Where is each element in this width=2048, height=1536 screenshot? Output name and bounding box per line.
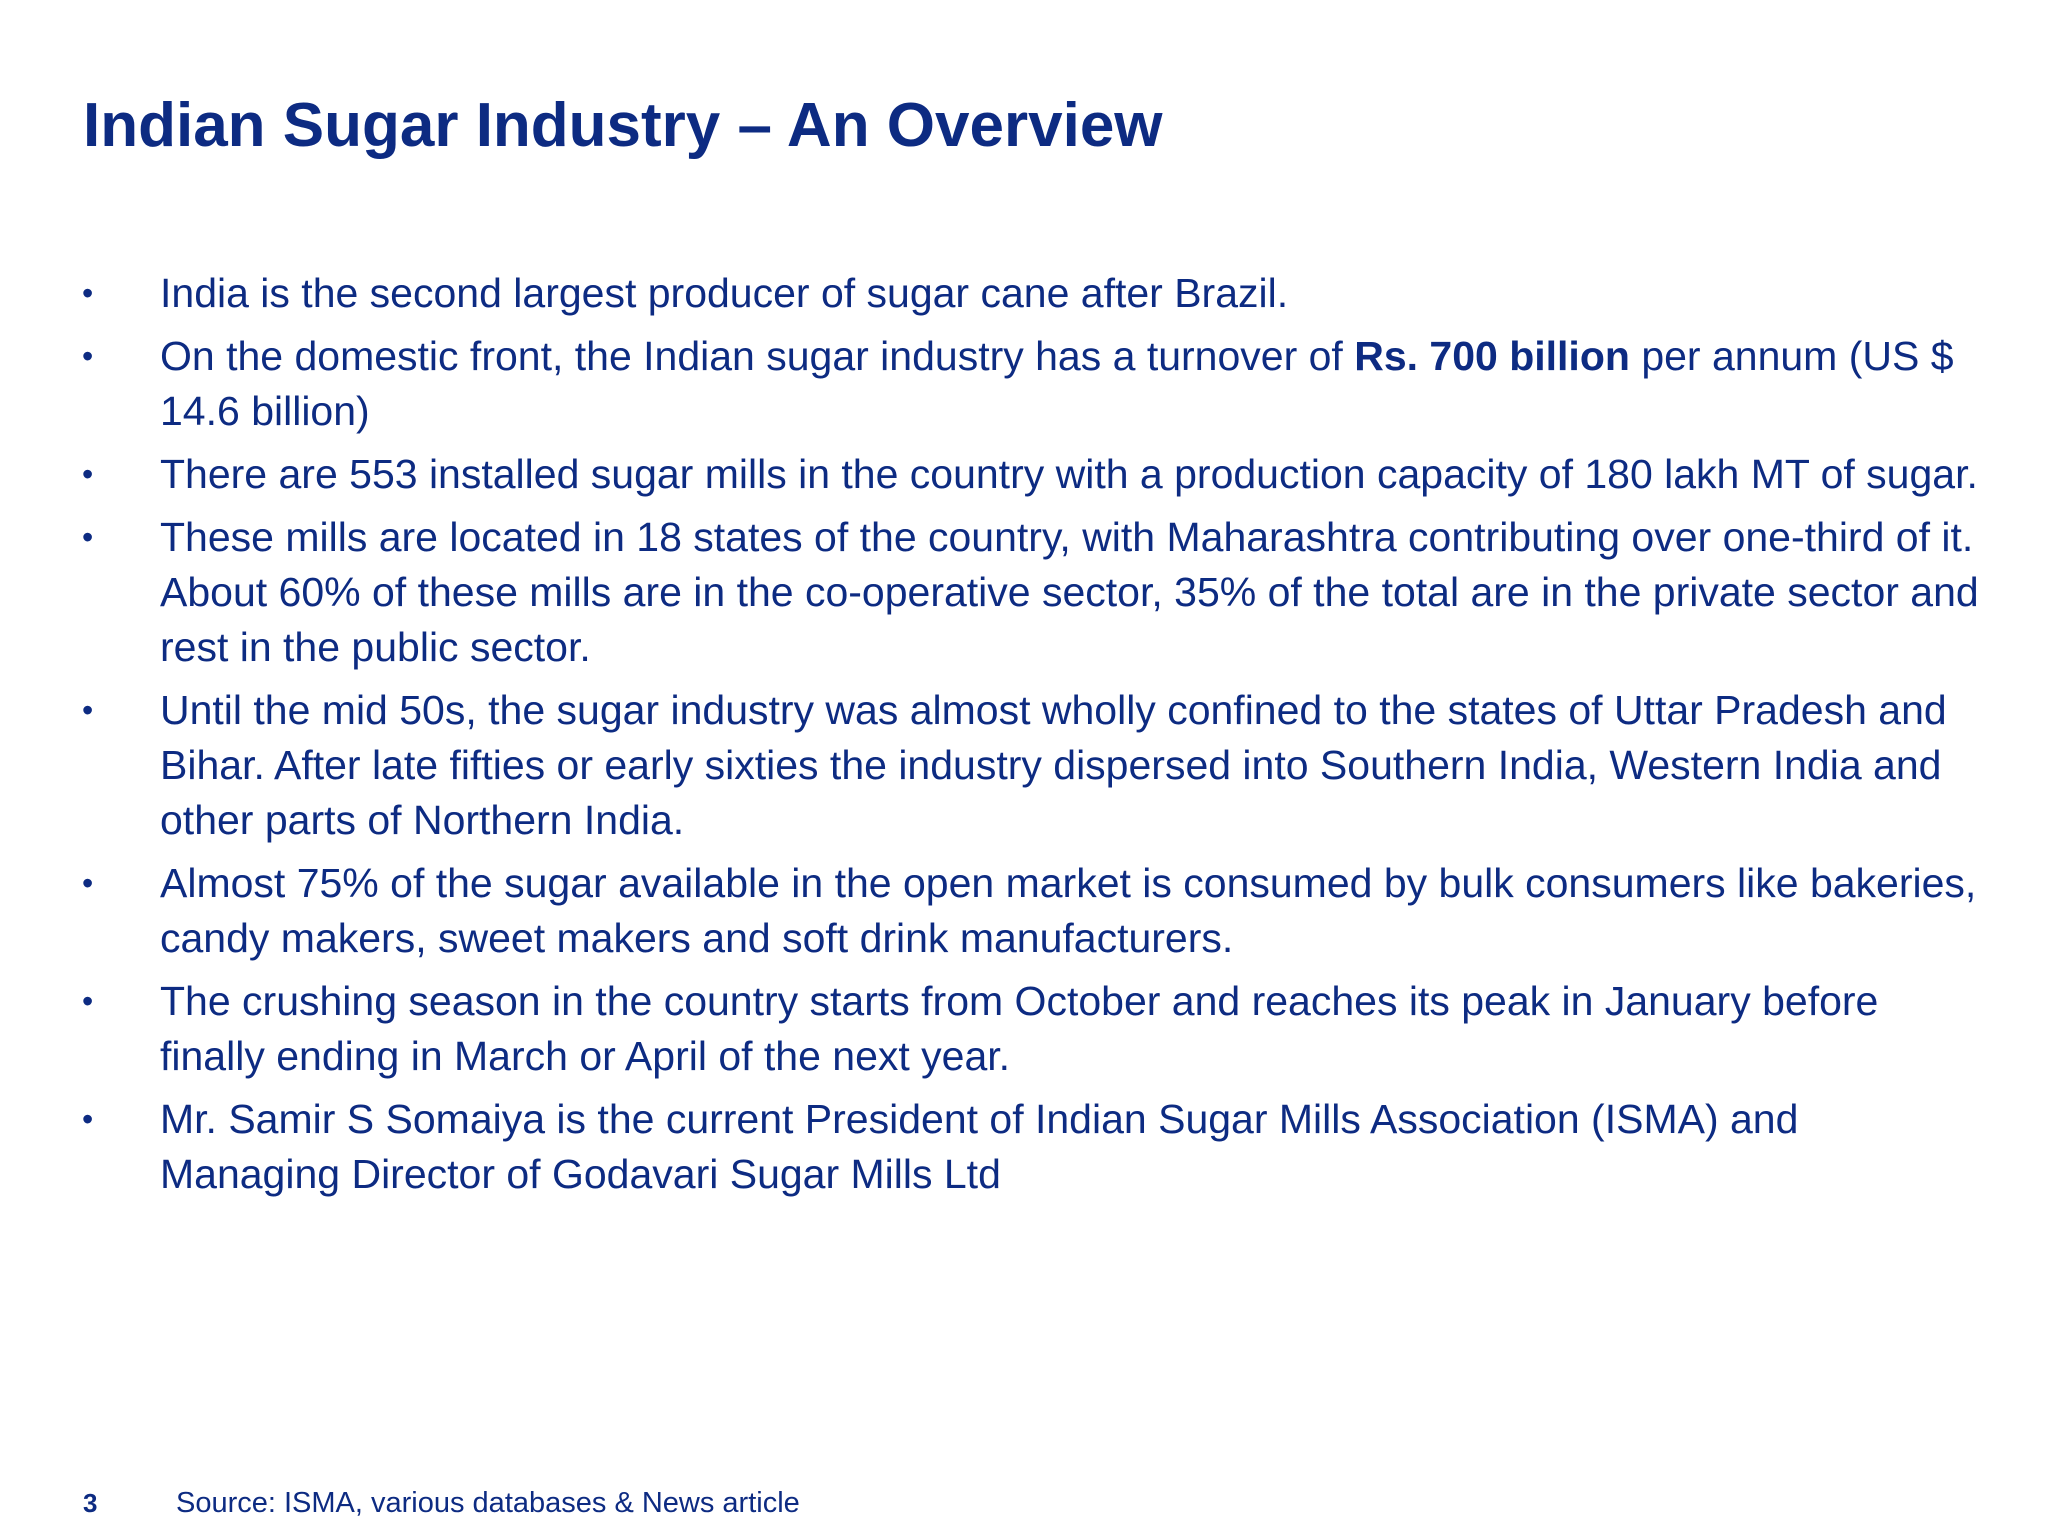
source-note: Source: ISMA, various databases & News a… [176,1487,800,1519]
page-number: 3 [83,1488,98,1518]
bullet-text-part: On the domestic front, the Indian sugar … [160,333,1355,379]
bullet-item: • Mr. Samir S Somaiya is the current Pre… [82,1092,1982,1202]
bullet-text: There are 553 installed sugar mills in t… [160,451,1978,497]
turnover-highlight: Rs. 700 billion [1354,333,1630,379]
bullet-text: Mr. Samir S Somaiya is the current Presi… [160,1096,1799,1197]
bullet-text: The crushing season in the country start… [160,978,1879,1079]
bullet-marker: • [82,865,94,901]
bullet-item: • These mills are located in 18 states o… [82,510,1982,675]
slide-title: Indian Sugar Industry – An Overview [83,91,1163,160]
bullet-marker: • [82,692,94,728]
bullet-text: These mills are located in 18 states of … [160,514,1979,670]
bullet-item: • The crushing season in the country sta… [82,974,1982,1084]
bullet-marker: • [82,338,94,374]
bullet-item: • Almost 75% of the sugar available in t… [82,856,1982,966]
bullet-marker: • [82,519,94,555]
bullet-text: Almost 75% of the sugar available in the… [160,860,1977,961]
bullet-marker: • [82,275,94,311]
bullet-list: • India is the second largest producer o… [82,266,1982,1210]
bullet-text: On the domestic front, the Indian sugar … [160,333,1954,434]
bullet-marker: • [82,983,94,1019]
bullet-item: • On the domestic front, the Indian suga… [82,329,1982,439]
bullet-text: India is the second largest producer of … [160,270,1289,316]
bullet-marker: • [82,1101,94,1137]
bullet-item: • There are 553 installed sugar mills in… [82,447,1982,502]
bullet-item: • Until the mid 50s, the sugar industry … [82,683,1982,848]
slide-footer: 3 Source: ISMA, various databases & News… [0,1486,2048,1526]
bullet-item: • India is the second largest producer o… [82,266,1982,321]
bullet-marker: • [82,456,94,492]
bullet-text: Until the mid 50s, the sugar industry wa… [160,687,1947,843]
bullet-text-part: per annum (US $ 14.6 billion) [160,333,1954,434]
